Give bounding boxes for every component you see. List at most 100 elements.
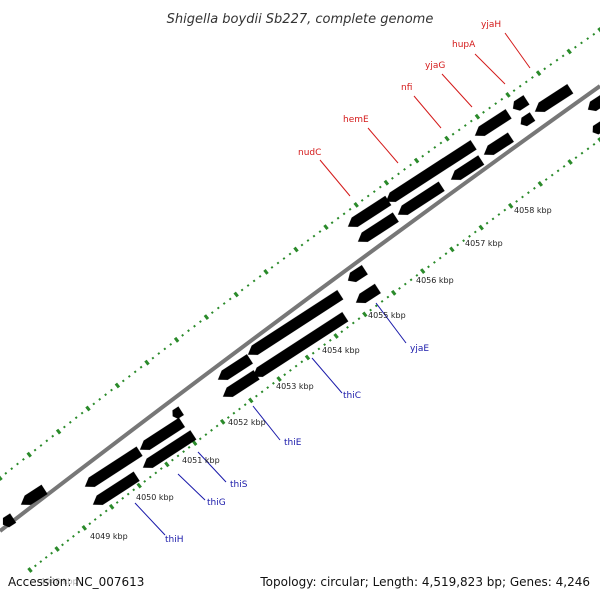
kbp-label: 4052 kbp [228,418,266,427]
tick-mark [573,45,577,49]
tick-mark [55,428,62,435]
tick-mark [104,509,108,513]
leader-line [252,405,281,441]
kbp-label: 4053 kbp [276,382,314,391]
tick-mark [33,448,37,452]
undefined [512,94,530,111]
undefined [20,484,48,506]
kbp-label: 4050 kbp [136,493,174,502]
tick-mark [164,461,170,468]
tick-mark [567,159,573,165]
tick-mark [51,434,55,438]
undefined [534,83,574,113]
tick-mark [80,411,84,415]
tick-mark [562,164,566,168]
tick-mark [204,433,208,437]
tick-mark [81,525,88,531]
tick-mark [380,299,384,303]
tick-mark [555,58,559,62]
tick-mark [336,216,340,220]
leader-line [375,302,407,344]
tick-mark [530,76,534,79]
tick-mark [216,306,220,310]
tick-mark [478,224,484,231]
tick-mark [556,169,560,173]
undefined [84,446,143,488]
tick-mark [397,172,400,176]
tick-mark [474,113,481,120]
tick-mark [390,289,397,296]
tick-mark [66,539,70,543]
tick-mark [44,555,48,559]
tick-mark [210,428,213,432]
tick-mark [115,501,119,504]
tick-mark [181,333,185,337]
tick-mark [482,110,485,114]
tick-mark [270,265,274,269]
tick-mark [342,212,346,216]
tick-mark [427,265,430,269]
tick-mark [500,97,504,101]
undefined [252,311,349,378]
undefined [92,471,141,506]
tick-mark [228,297,232,301]
tick-mark [198,320,202,324]
tick-mark [203,314,210,320]
tick-mark [157,352,161,355]
undefined [357,212,400,243]
tick-mark [494,102,498,106]
tick-mark [252,279,256,283]
tick-mark [469,119,473,123]
tick-mark [144,359,150,366]
tick-mark [39,560,43,564]
tick-mark [233,291,239,298]
gene-label-yjaH: yjaH [481,20,501,30]
tick-mark [323,224,329,230]
tick-mark [439,141,443,145]
tick-mark [346,325,349,329]
tick-mark [176,454,180,458]
tick-mark [438,256,442,260]
undefined [450,154,485,181]
tick-mark [398,286,401,290]
undefined [247,289,344,356]
tick-mark [503,208,507,212]
undefined [347,195,392,228]
tick-mark [293,246,299,253]
tick-mark [121,496,125,500]
tick-mark [592,32,596,36]
tick-mark [173,336,180,343]
tick-mark [340,330,344,334]
tick-mark [462,239,466,243]
tick-mark [518,84,522,88]
undefined [397,181,446,216]
tick-mark [586,147,590,151]
tick-mark [597,137,600,143]
tick-mark [449,246,455,253]
tick-mark [260,390,264,394]
tick-mark [74,416,78,420]
tick-mark [421,154,425,158]
leader-line [441,73,473,108]
tick-mark [232,411,236,415]
tick-mark [54,546,60,552]
tick-mark [306,239,310,242]
tick-mark [561,54,565,58]
tick-mark [71,534,75,538]
tick-mark [532,186,536,190]
tick-mark [543,67,547,71]
tick-mark [271,381,275,385]
tick-mark [444,252,448,256]
undefined [217,353,254,381]
tick-mark [390,176,394,180]
tick-mark [132,488,136,492]
tick-mark [151,356,155,360]
tick-mark [328,338,332,342]
tick-mark [473,230,477,234]
tick-mark [288,252,292,256]
leader-line [319,159,351,197]
gene-label-hupA: hupA [452,40,476,50]
gene-label-yjaG: yjaG [425,61,445,71]
undefined [172,406,185,420]
tick-mark [127,374,131,378]
